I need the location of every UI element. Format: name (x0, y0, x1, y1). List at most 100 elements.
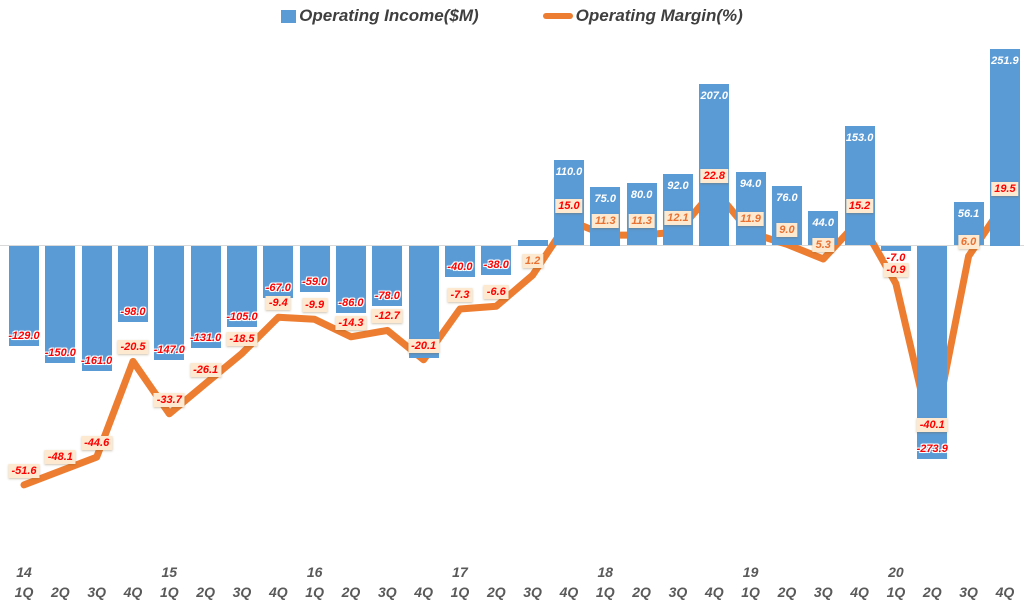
x-axis-quarter-label: 4Q (414, 584, 433, 600)
income-bar (9, 245, 39, 347)
x-axis-year-label: 20 (888, 564, 904, 580)
margin-value-label: -20.1 (408, 338, 440, 353)
x-axis-quarter-label: 3Q (959, 584, 978, 600)
income-value-label: -86.0 (338, 296, 364, 309)
income-bar (735, 172, 766, 246)
income-bar (226, 245, 257, 328)
income-bar (45, 245, 76, 363)
x-axis-quarter-label: 1Q (741, 584, 760, 600)
income-bar-swatch-icon (281, 9, 297, 23)
margin-legend-label: Operating Margin(%) (575, 6, 743, 25)
income-bar (117, 245, 148, 322)
income-value-label: -78.0 (374, 290, 400, 303)
income-bar (989, 49, 1020, 246)
margin-value-label: -40.1 (916, 418, 948, 433)
income-value-label: 76.0 (776, 192, 798, 205)
margin-value-label: 6.0 (957, 235, 980, 250)
x-axis-quarter-label: 3Q (813, 584, 833, 600)
margin-value-label: -26.1 (190, 362, 222, 377)
income-value-label: -67.0 (265, 281, 291, 294)
income-bar (481, 245, 512, 276)
income-value-label: 110.0 (555, 165, 583, 178)
income-value-label: -40.0 (447, 260, 473, 273)
margin-value-label: 15.0 (555, 199, 583, 214)
x-axis-quarter-label: 4Q (995, 584, 1015, 600)
margin-line-swatch-icon (542, 13, 573, 19)
income-value-label: -7.0 (886, 251, 906, 264)
income-bar (699, 84, 730, 246)
x-axis-quarter-label: 4Q (559, 584, 579, 600)
income-value-label: 94.0 (739, 178, 762, 191)
income-bar (444, 245, 475, 277)
x-axis-quarter-label: 1Q (886, 584, 906, 600)
margin-value-label: -9.9 (302, 298, 328, 313)
x-axis-quarter-label: 1Q (595, 584, 615, 600)
x-axis-quarter-label: 4Q (704, 584, 724, 600)
x-axis-quarter-label: 2Q (922, 584, 942, 600)
x-axis-quarter-label: 1Q (305, 584, 324, 600)
x-axis-quarter-label: 4Q (123, 584, 143, 600)
income-value-label: -59.0 (302, 275, 328, 288)
income-value-label: 92.0 (667, 179, 689, 192)
x-axis-quarter-label: 2Q (196, 584, 215, 600)
margin-value-label: 9.0 (776, 223, 798, 238)
income-value-label: -98.0 (120, 305, 146, 318)
x-axis-year-label: 14 (16, 564, 32, 580)
margin-value-label: -18.5 (226, 332, 258, 347)
income-legend-label: Operating Income($M) (299, 6, 479, 25)
margin-value-label: -14.3 (335, 315, 367, 330)
margin-value-label: -6.6 (483, 285, 509, 300)
margin-value-label: -48.1 (44, 450, 76, 464)
margin-value-label: -9.4 (265, 296, 291, 311)
margin-line (20, 186, 1009, 489)
income-bar (263, 245, 294, 298)
income-bar (844, 126, 875, 246)
income-value-label: -105.0 (226, 311, 258, 324)
margin-value-label: -0.9 (883, 262, 909, 277)
x-axis-quarter-label: 2Q (632, 584, 651, 600)
x-axis-year-label: 15 (161, 564, 178, 580)
margin-value-label: -44.6 (81, 436, 113, 451)
x-axis-year-label: 17 (452, 564, 468, 580)
x-axis-quarter-label: 1Q (159, 584, 179, 600)
margin-value-label: 5.3 (812, 238, 834, 252)
x-axis-quarter-label: 3Q (377, 584, 397, 600)
margin-value-label: -7.3 (447, 288, 473, 302)
income-bar (299, 245, 330, 292)
margin-value-label: 11.3 (628, 214, 655, 229)
x-axis-quarter-label: 3Q (668, 584, 688, 600)
income-value-label: 207.0 (700, 90, 729, 103)
margin-value-label: -20.5 (117, 340, 149, 355)
margin-value-label: 11.9 (737, 211, 764, 226)
income-value-label: 56.1 (957, 207, 980, 220)
zero-baseline (0, 244, 1024, 246)
income-value-label: -150.0 (44, 346, 76, 359)
income-bar (335, 245, 366, 313)
income-value-label: 44.0 (812, 217, 834, 230)
income-value-label: -129.0 (8, 330, 40, 343)
margin-value-label: 19.5 (991, 181, 1019, 196)
x-axis-year-label: 16 (306, 564, 323, 580)
x-axis-quarter-label: 3Q (523, 584, 542, 600)
margin-value-label: -33.7 (153, 392, 185, 407)
legend: Operating Income($M) Operating Margin(%) (0, 6, 1024, 26)
x-axis-year-label: 18 (597, 564, 614, 580)
legend-item-margin: Operating Margin(%) (542, 6, 743, 26)
margin-value-label: -51.6 (8, 463, 40, 478)
x-axis-year-label: 19 (742, 564, 759, 580)
income-bar (81, 245, 112, 372)
margin-value-label: 11.3 (591, 214, 619, 229)
margin-value-label: 15.2 (845, 198, 874, 213)
income-value-label: 80.0 (630, 189, 653, 202)
income-value-label: 251.9 (991, 55, 1019, 68)
margin-value-label: -12.7 (371, 309, 403, 324)
x-axis-quarter-label: 1Q (450, 584, 470, 600)
x-axis-quarter-label: 3Q (87, 584, 106, 600)
margin-value-label: 12.1 (664, 211, 692, 225)
income-value-label: 153.0 (845, 132, 874, 145)
x-axis-quarter-label: 4Q (850, 584, 869, 600)
income-bar (372, 245, 403, 307)
